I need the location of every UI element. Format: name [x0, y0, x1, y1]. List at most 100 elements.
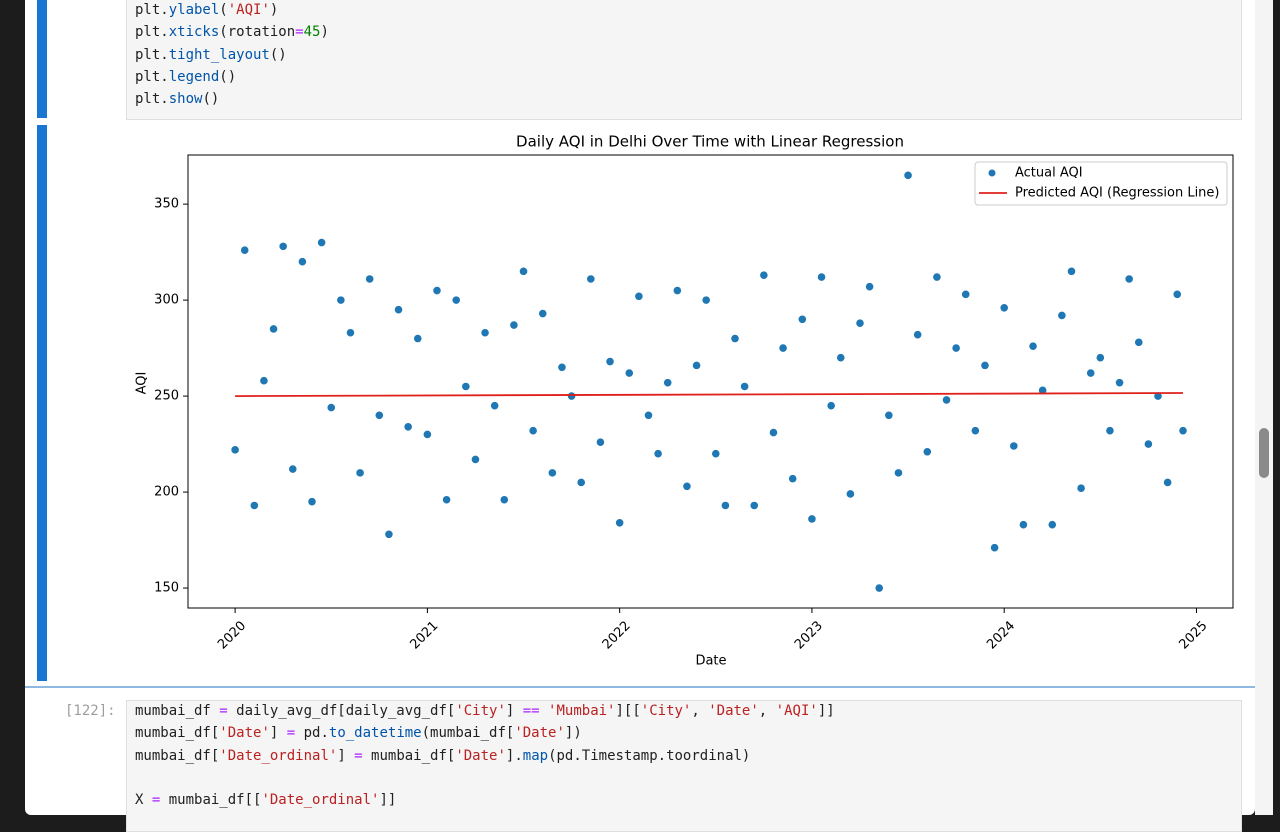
- data-point: [1134, 337, 1144, 347]
- data-point: [749, 500, 759, 511]
- x-tick-label: 2022: [600, 618, 634, 652]
- data-point: [365, 274, 375, 284]
- data-point: [1057, 310, 1067, 321]
- data-point: [845, 489, 855, 499]
- y-axis-label: AQI: [135, 372, 150, 395]
- x-axis-label: Date: [695, 654, 726, 669]
- data-point: [1143, 439, 1154, 449]
- data-point: [941, 395, 952, 405]
- scroll-thumb[interactable]: [1259, 428, 1269, 478]
- data-point: [826, 401, 836, 411]
- data-point: [759, 270, 769, 280]
- data-point: [1172, 289, 1182, 299]
- data-point: [653, 449, 663, 459]
- data-point: [720, 500, 731, 511]
- data-point: [307, 497, 317, 507]
- data-point: [922, 447, 932, 457]
- data-point: [989, 543, 1000, 553]
- data-point: [980, 360, 990, 370]
- legend-label: Actual AQI: [1015, 166, 1083, 181]
- data-point: [730, 333, 740, 344]
- data-point: [932, 272, 942, 282]
- data-point: [1076, 483, 1086, 493]
- data-point: [1047, 520, 1057, 530]
- scrollbar[interactable]: [1255, 0, 1273, 815]
- data-point: [624, 368, 634, 378]
- data-point: [1114, 378, 1125, 388]
- y-tick-label: 200: [154, 485, 179, 500]
- data-point: [355, 468, 365, 478]
- data-point: [634, 291, 644, 301]
- data-point: [297, 257, 308, 267]
- data-point: [807, 514, 817, 524]
- data-point: [345, 328, 356, 338]
- data-point: [547, 468, 557, 478]
- data-point: [480, 328, 490, 338]
- axes-frame: [187, 154, 1234, 609]
- data-point: [566, 391, 577, 401]
- data-point: [317, 237, 327, 248]
- data-point: [288, 464, 298, 474]
- data-point: [605, 356, 615, 367]
- data-point: [509, 320, 519, 330]
- data-point: [740, 381, 750, 392]
- data-point: [643, 410, 654, 420]
- notebook: [25, 0, 1255, 815]
- x-tick-label: 2025: [1177, 618, 1211, 652]
- code-cell[interactable]: mumbai_df = daily_avg_df[daily_avg_df['C…: [126, 700, 1242, 832]
- chart: Daily AQI in Delhi Over Time with Linear…: [135, 133, 1234, 669]
- data-point: [518, 266, 529, 276]
- data-point: [230, 445, 240, 455]
- code-line: plt.show(): [135, 91, 220, 108]
- data-point: [413, 333, 423, 344]
- data-point: [249, 500, 259, 511]
- data-point: [326, 403, 336, 413]
- data-point: [865, 282, 875, 292]
- data-point: [1124, 274, 1134, 284]
- data-point: [490, 401, 500, 411]
- y-tick-label: 250: [154, 389, 179, 404]
- code-line: plt.tight_layout(): [135, 46, 287, 63]
- data-point: [336, 295, 346, 305]
- data-point: [384, 529, 394, 539]
- data-point: [586, 274, 596, 284]
- data-point: [1163, 477, 1173, 488]
- data-point: [1028, 341, 1038, 351]
- data-point: [816, 272, 827, 282]
- y-tick-label: 300: [154, 293, 179, 308]
- data-point: [999, 303, 1009, 313]
- cell-separator: [25, 686, 1255, 688]
- data-point: [499, 495, 509, 505]
- data-point: [893, 468, 904, 478]
- data-point: [240, 245, 250, 255]
- data-point: [259, 376, 269, 386]
- data-point: [691, 360, 702, 370]
- data-point: [970, 426, 980, 436]
- data-point: [374, 410, 384, 420]
- data-point: [576, 477, 586, 488]
- data-point: [442, 495, 452, 505]
- x-tick-label: 2021: [407, 618, 441, 652]
- cell-indicator: [37, 0, 47, 118]
- y-tick-label: 350: [154, 197, 179, 212]
- code-line: mumbai_df = daily_avg_df[daily_avg_df['C…: [135, 703, 835, 719]
- regression-line: [235, 392, 1184, 397]
- chart-title: Daily AQI in Delhi Over Time with Linear…: [516, 133, 904, 151]
- code-cell[interactable]: plt.ylabel('AQI') plt.xticks(rotation=45)…: [126, 0, 1242, 120]
- data-point: [1095, 353, 1105, 363]
- data-point: [422, 429, 432, 440]
- data-point: [778, 343, 788, 353]
- data-point: [557, 362, 567, 372]
- data-point: [903, 170, 913, 180]
- data-point: [768, 427, 779, 438]
- code-line: mumbai_df['Date_ordinal'] = mumbai_df['D…: [135, 747, 751, 764]
- legend-marker: [987, 168, 997, 178]
- x-tick-label: 2020: [215, 618, 249, 652]
- data-point: [403, 422, 413, 432]
- data-point: [797, 314, 807, 324]
- x-tick-label: 2023: [792, 618, 826, 652]
- cell-prompt: [122]:: [65, 703, 116, 719]
- data-point: [682, 481, 692, 491]
- data-point: [1105, 426, 1115, 436]
- code-line: plt.xticks(rotation=45): [135, 24, 329, 41]
